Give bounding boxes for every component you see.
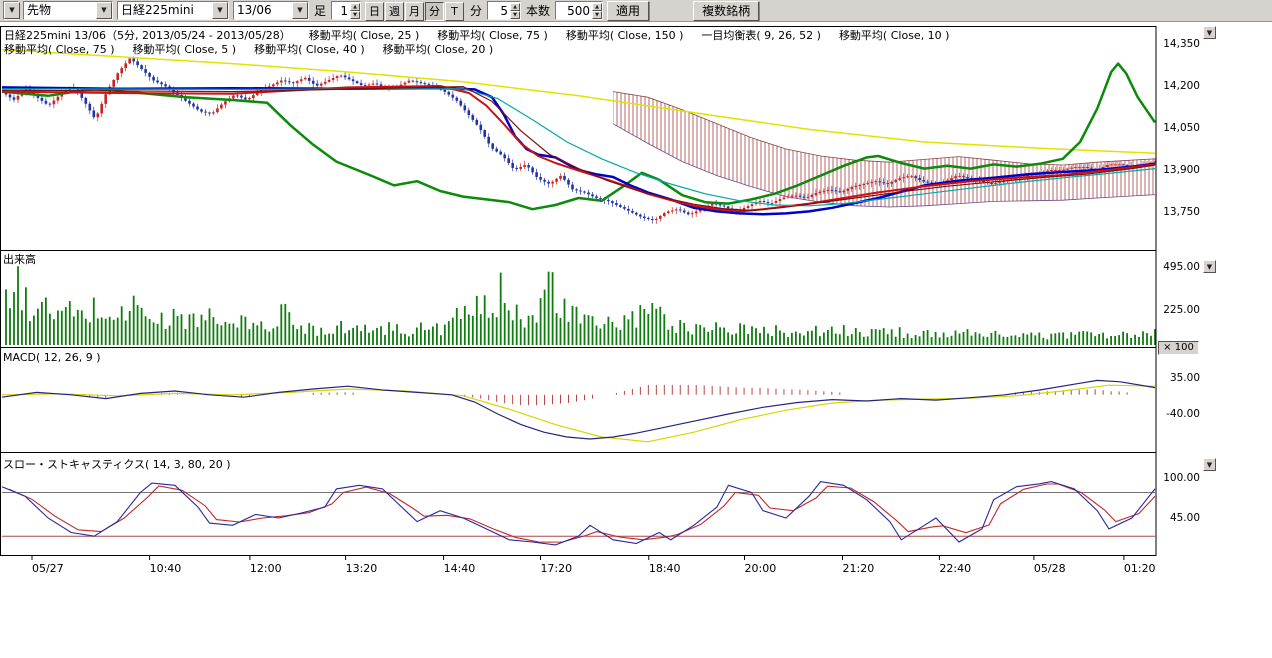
chart-header-line2: 移動平均( Close, 75 ) 移動平均( Close, 5 ) 移動平均( C… xyxy=(4,41,511,57)
count-spinner[interactable]: 500 ▲ ▼ xyxy=(555,1,604,20)
indicator-label: 移動平均( Close, 10 ) xyxy=(838,29,950,42)
y-axis-tick: 14,200 xyxy=(1163,80,1200,92)
spin-up-icon[interactable]: ▲ xyxy=(510,2,521,11)
period-button-月[interactable]: 月 xyxy=(405,1,425,21)
x-axis-label: 12:00 xyxy=(249,562,282,575)
spinner-arrows[interactable]: ▲ ▼ xyxy=(592,2,603,19)
price-scale-down-button[interactable]: ▼ xyxy=(1203,26,1216,39)
x-axis-label: 20:00 xyxy=(744,562,777,575)
volume-multiplier-badge: × 100 xyxy=(1158,341,1199,355)
spin-up-icon[interactable]: ▲ xyxy=(592,2,603,11)
interval-value: 1 xyxy=(340,3,349,18)
y-axis-tick: 13,900 xyxy=(1163,164,1200,176)
x-axis-label: 05/28 xyxy=(1033,562,1066,575)
y-axis-tick: 13,750 xyxy=(1163,206,1200,218)
period-button-分[interactable]: 分 xyxy=(425,1,445,21)
stoch-panel-label: スロー・ストキャスティクス( 14, 3, 80, 20 ) xyxy=(3,458,231,471)
category-combo-value: 先物 xyxy=(27,3,52,17)
spin-down-icon[interactable]: ▼ xyxy=(592,10,603,19)
y-axis-tick: 14,050 xyxy=(1163,122,1200,134)
y-axis-tick: 225.00 xyxy=(1163,303,1200,316)
interval-spinner[interactable]: 1 ▲ ▼ xyxy=(331,1,362,20)
y-axis-tick: 14,350 xyxy=(1163,38,1200,50)
chevron-down-icon: ▼ xyxy=(212,2,228,19)
indicator-label: 移動平均( Close, 150 ) xyxy=(565,29,684,42)
count-value: 500 xyxy=(567,3,591,18)
y-axis-tick: 495.00 xyxy=(1163,260,1200,273)
symbol-combo-value: 日経225mini xyxy=(121,3,194,17)
chart-header-line1: 日経225mini 13/06（5分, 2013/05/24 - 2013/05… xyxy=(4,27,967,43)
symbol-combo[interactable]: 日経225mini ▼ xyxy=(117,1,229,20)
indicator-label: 移動平均( Close, 75 ) xyxy=(4,43,115,56)
spinner-arrows[interactable]: ▲ ▼ xyxy=(350,2,361,19)
bar-type-label: 足 xyxy=(314,4,327,18)
stoch-scale-down-button[interactable]: ▼ xyxy=(1203,458,1216,471)
category-combo[interactable]: 先物 ▼ xyxy=(23,1,113,20)
period-button-T[interactable]: T xyxy=(445,2,465,21)
period-button-日[interactable]: 日 xyxy=(365,1,385,21)
minute-value: 5 xyxy=(500,3,509,18)
chart-title: 日経225mini 13/06（5分, 2013/05/24 - 2013/05… xyxy=(4,29,291,42)
y-axis-tick: 35.00 xyxy=(1169,372,1200,384)
multi-symbol-button[interactable]: 複数銘柄 xyxy=(693,0,760,21)
volume-panel-label: 出来高 xyxy=(3,253,36,266)
x-axis: 05/27 10:40 12:00 13:20 14:40 17:20 18:40 20:00… xyxy=(0,562,1272,578)
spin-down-icon[interactable]: ▼ xyxy=(510,10,521,19)
indicator-label: 移動平均( Close, 5 ) xyxy=(132,43,237,56)
chevron-down-icon: ▼ xyxy=(96,2,112,19)
y-axis-tick: 45.00 xyxy=(1169,512,1200,524)
x-axis-label: 18:40 xyxy=(648,562,681,575)
minute-label: 分 xyxy=(470,4,483,18)
indicator-label: 一目均衡表( 9, 26, 52 ) xyxy=(701,29,821,42)
x-axis-label: 01:20 xyxy=(1123,562,1156,575)
x-axis-label: 17:20 xyxy=(540,562,573,575)
indicator-label: 移動平均( Close, 75 ) xyxy=(437,29,548,42)
minute-spinner[interactable]: 5 ▲ ▼ xyxy=(487,1,522,20)
spin-up-icon[interactable]: ▲ xyxy=(350,2,361,11)
apply-button[interactable]: 適用 xyxy=(607,0,650,21)
contract-combo-value: 13/06 xyxy=(237,3,272,17)
spinner-arrows[interactable]: ▲ ▼ xyxy=(510,2,521,19)
x-axis-label: 14:40 xyxy=(443,562,476,575)
indicator-label: 移動平均( Close, 20 ) xyxy=(382,43,494,56)
x-axis-label: 22:40 xyxy=(939,562,972,575)
period-button-週[interactable]: 週 xyxy=(385,1,405,21)
y-axis-tick: -40.00 xyxy=(1166,408,1200,420)
x-axis-label: 05/27 xyxy=(31,562,64,575)
contract-month-combo[interactable]: 13/06 ▼ xyxy=(233,1,309,20)
x-axis-label: 21:20 xyxy=(842,562,875,575)
chart-type-combo[interactable]: ▼ xyxy=(3,1,20,20)
macd-panel-label: MACD( 12, 26, 9 ) xyxy=(3,351,101,364)
y-axis-tick: 100.00 xyxy=(1163,472,1200,484)
spin-down-icon[interactable]: ▼ xyxy=(350,10,361,19)
bar-count-label: 本数 xyxy=(526,4,551,18)
right-axis: 14,350 14,200 14,050 13,900 13,750 495.00 225.… xyxy=(1158,0,1204,658)
x-axis-label: 13:20 xyxy=(345,562,378,575)
chevron-down-icon: ▼ xyxy=(292,2,308,19)
indicator-label: 移動平均( Close, 40 ) xyxy=(254,43,365,56)
indicator-label: 移動平均( Close, 25 ) xyxy=(308,29,420,42)
x-axis-label: 10:40 xyxy=(149,562,182,575)
chevron-down-icon: ▼ xyxy=(4,2,20,19)
volume-scale-down-button[interactable]: ▼ xyxy=(1203,260,1216,273)
